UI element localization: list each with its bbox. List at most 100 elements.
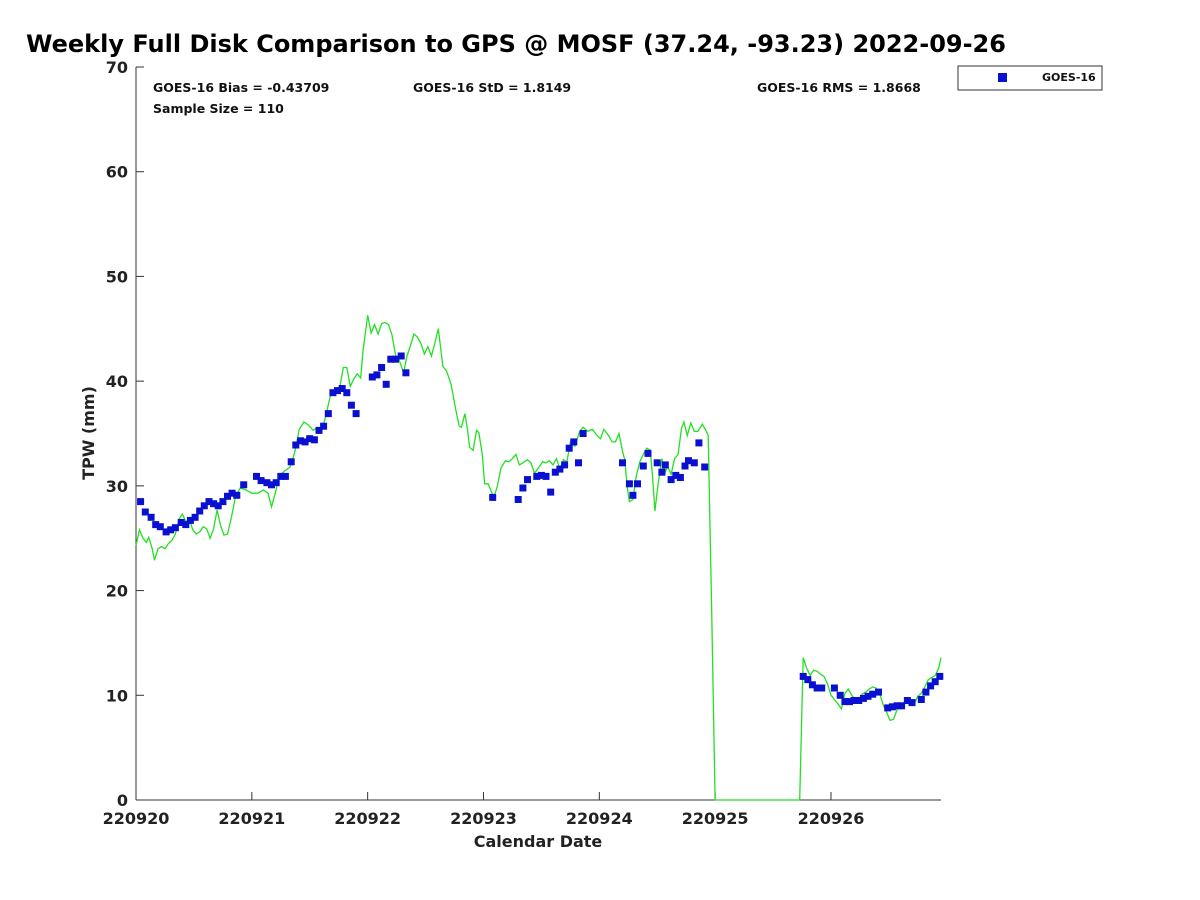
goes-data-point <box>205 498 213 506</box>
x-tick-label: 220924 <box>566 809 633 828</box>
gps-line-path <box>135 315 942 801</box>
y-tick-label: 10 <box>106 686 128 705</box>
goes-data-point <box>514 496 522 503</box>
goes-data-point <box>936 672 944 680</box>
goes-data-point <box>672 471 680 479</box>
sample-size-stat: Sample Size = 110 <box>153 101 284 116</box>
goes-data-point <box>214 502 222 510</box>
legend: GOES-16 <box>957 65 1103 91</box>
goes-data-point <box>917 696 925 703</box>
goes-data-point <box>547 488 555 496</box>
goes-data-point <box>888 703 896 711</box>
goes-data-point <box>556 465 564 473</box>
goes-data-point <box>681 462 689 470</box>
goes-data-point <box>301 438 309 446</box>
goes-data-point <box>634 480 641 488</box>
goes-data-point <box>537 471 545 479</box>
goes-data-point <box>186 516 194 524</box>
goes-data-point <box>908 699 916 707</box>
goes-data-point <box>644 449 652 457</box>
goes-data-point <box>676 474 684 481</box>
std-stat: GOES-16 StD = 1.8149 <box>413 80 571 95</box>
goes-data-point <box>846 698 853 706</box>
goes-data-point <box>551 468 559 476</box>
goes-data-point <box>171 524 179 532</box>
goes-data-point <box>368 373 376 381</box>
goes-data-point <box>575 459 582 467</box>
goes-data-point <box>292 441 300 449</box>
x-tick-label: 220920 <box>103 809 170 828</box>
goes-data-point <box>625 480 633 488</box>
goes-data-point <box>855 697 863 704</box>
y-tick-label: 0 <box>117 791 128 810</box>
goes-data-point <box>147 513 155 521</box>
goes-data-point <box>864 692 872 700</box>
rms-stat: GOES-16 RMS = 1.8668 <box>757 80 921 95</box>
goes-data-point <box>334 387 341 395</box>
goes-data-point <box>922 688 930 696</box>
goes-data-point <box>268 481 275 489</box>
bias-stat: GOES-16 Bias = -0.43709 <box>153 80 329 95</box>
goes-data-point <box>338 385 346 392</box>
goes-data-point <box>200 502 208 510</box>
goes-data-point <box>850 697 858 704</box>
goes-data-point <box>287 458 295 466</box>
gps-series-line <box>135 315 942 801</box>
goes-data-point <box>387 355 395 363</box>
goes-data-point <box>281 472 289 480</box>
goes-data-point <box>352 410 360 418</box>
goes-data-point <box>397 352 405 360</box>
x-tick-label: 220922 <box>334 809 401 828</box>
goes-data-point <box>524 476 531 484</box>
y-tick-label: 60 <box>106 163 128 182</box>
goes-data-point <box>402 369 410 377</box>
goes-data-point <box>378 364 386 371</box>
goes-data-point <box>152 521 160 529</box>
goes-data-point <box>561 461 569 469</box>
goes-data-point <box>931 678 939 686</box>
x-tick-label: 220925 <box>682 809 749 828</box>
goes-data-point <box>191 513 199 521</box>
y-tick-label: 50 <box>106 267 128 286</box>
goes-data-point <box>898 702 906 710</box>
goes-data-point <box>489 493 497 501</box>
x-tick-label: 220923 <box>450 809 517 828</box>
goes-data-point <box>893 702 901 710</box>
y-axis-label: TPW (mm) <box>79 386 98 480</box>
goes-data-point <box>804 676 812 684</box>
goes-data-point <box>653 459 661 467</box>
goes-data-point <box>233 491 241 499</box>
goes-data-point <box>570 438 578 446</box>
goes-data-point <box>347 401 355 409</box>
goes-data-point <box>818 684 826 692</box>
goes-data-point <box>884 704 892 712</box>
goes-data-point <box>690 459 698 467</box>
x-tick-label: 220926 <box>798 809 865 828</box>
goes-data-point <box>306 435 314 443</box>
goes-data-point <box>869 690 877 698</box>
legend-label-goes: GOES-16 <box>1042 71 1096 84</box>
goes-data-point <box>875 688 882 696</box>
goes-data-point <box>701 463 709 471</box>
goes-data-point <box>685 457 692 465</box>
goes-data-point <box>263 479 271 487</box>
goes-data-point <box>808 681 816 689</box>
goes-series-points <box>137 352 944 712</box>
goes-data-point <box>257 477 265 485</box>
y-tick-label: 20 <box>106 582 128 601</box>
goes-data-point <box>565 444 573 452</box>
goes-data-point <box>324 410 332 418</box>
x-axis-label: Calendar Date <box>474 832 603 851</box>
goes-data-point <box>667 476 675 484</box>
goes-data-point <box>310 436 318 444</box>
goes-data-point <box>177 519 185 526</box>
goes-data-point <box>253 472 260 480</box>
goes-data-point <box>228 489 236 497</box>
y-tick-label: 30 <box>106 477 128 496</box>
legend-marker-goes <box>998 73 1007 82</box>
goes-data-point <box>210 500 218 508</box>
goes-data-point <box>182 521 190 529</box>
goes-data-point <box>297 437 304 445</box>
goes-data-point <box>903 697 911 704</box>
goes-data-point <box>167 526 175 534</box>
